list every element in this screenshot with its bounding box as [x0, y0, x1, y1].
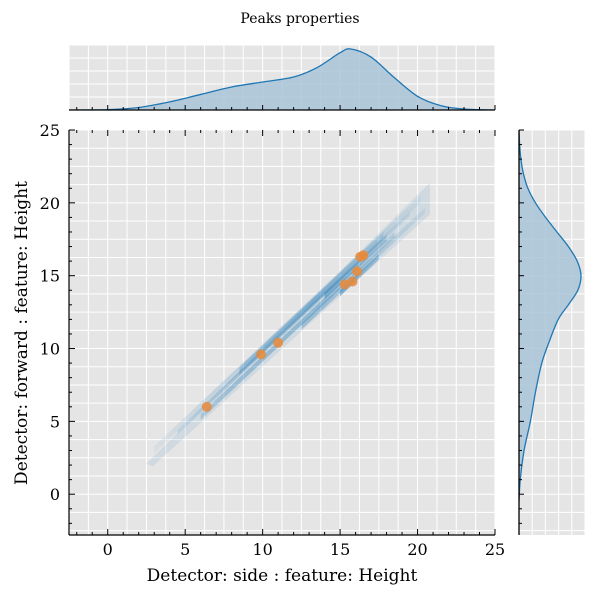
y-tick-label: 20: [40, 194, 60, 213]
main-plot-grid: [69, 130, 495, 535]
x-tick-label: 5: [180, 540, 190, 559]
chart-title: Peaks properties: [240, 11, 359, 27]
y-tick-label: 10: [40, 340, 60, 359]
scatter-point: [347, 276, 358, 287]
scatter-point: [273, 337, 284, 348]
x-tick-label: 20: [407, 540, 427, 559]
x-tick-label: 10: [252, 540, 272, 559]
x-tick-label: 0: [103, 540, 113, 559]
x-tick-labels: 0 5 10 15 20 25: [103, 540, 506, 559]
scatter-point: [352, 266, 363, 277]
main-plot-panel: 0 5 10 15 20 25 0 5 10 15 20 25: [40, 121, 506, 559]
x-tick-label: 25: [485, 540, 505, 559]
x-marginal-density-line: [69, 48, 495, 110]
right-marginal-ticks: [519, 129, 524, 524]
x-axis-label: Detector: side : feature: Height: [147, 566, 418, 586]
x-tick-label: 15: [330, 540, 350, 559]
scatter-point: [256, 349, 267, 360]
y-tick-labels: 0 5 10 15 20 25: [40, 121, 60, 504]
y-tick-label: 0: [50, 485, 60, 504]
right-marginal-panel: [518, 129, 585, 535]
y-marginal-density-line: [519, 130, 582, 502]
top-marginal-ticks: [76, 105, 496, 110]
y-tick-label: 5: [50, 412, 60, 431]
y-tick-label: 25: [40, 121, 60, 140]
y-axis-label: Detector: forward : feature: Height: [12, 181, 32, 485]
scatter-point: [358, 250, 369, 261]
scatter-point: [201, 401, 212, 412]
y-marginal-density-fill: [519, 130, 582, 502]
scatter-point: [339, 279, 350, 290]
top-marginal-panel: [69, 45, 496, 111]
scatter-points: [201, 250, 369, 412]
y-tick-label: 15: [40, 267, 60, 286]
